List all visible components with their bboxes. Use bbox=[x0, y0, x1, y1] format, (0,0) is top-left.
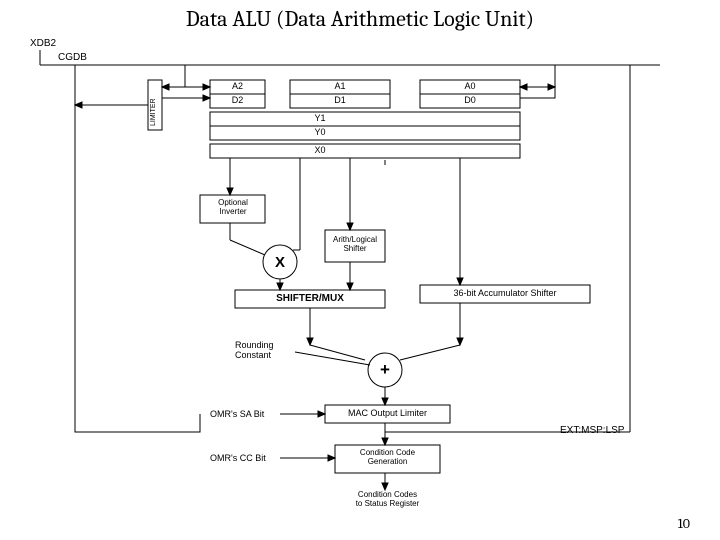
label-cc-status: Condition Codes to Status Register bbox=[335, 490, 440, 508]
label-optional-inverter: Optional Inverter bbox=[202, 198, 264, 216]
label-y1: Y1 bbox=[300, 113, 340, 123]
label-xdb2: XDB2 bbox=[30, 38, 56, 49]
label-ext-msp: EXT:MSP:LSP bbox=[560, 425, 624, 436]
label-d2: D2 bbox=[225, 95, 250, 105]
label-cc-gen: Condition Code Generation bbox=[335, 448, 440, 466]
label-a2: A2 bbox=[225, 81, 250, 91]
label-a1: A1 bbox=[320, 81, 360, 91]
label-multiplier: X bbox=[270, 254, 290, 271]
label-cgdb: CGDB bbox=[58, 52, 87, 63]
label-a0: A0 bbox=[450, 81, 490, 91]
label-d1: D1 bbox=[320, 95, 360, 105]
label-shifter-mux: SHIFTER/MUX bbox=[235, 293, 385, 304]
label-rounding: Rounding Constant bbox=[235, 340, 274, 360]
label-sa-bit: OMR's SA Bit bbox=[210, 409, 264, 419]
label-arith-shifter: Arith/Logical Shifter bbox=[326, 235, 384, 253]
label-y0: Y0 bbox=[300, 127, 340, 137]
label-cc-bit: OMR's CC Bit bbox=[210, 453, 266, 463]
label-limiter: LIMITER bbox=[150, 98, 157, 126]
label-d0: D0 bbox=[450, 95, 490, 105]
label-adder: + bbox=[375, 360, 395, 380]
label-acc-shifter: 36-bit Accumulator Shifter bbox=[420, 288, 590, 298]
label-x0: X0 bbox=[300, 145, 340, 155]
label-mac-limiter: MAC Output Limiter bbox=[325, 408, 450, 418]
